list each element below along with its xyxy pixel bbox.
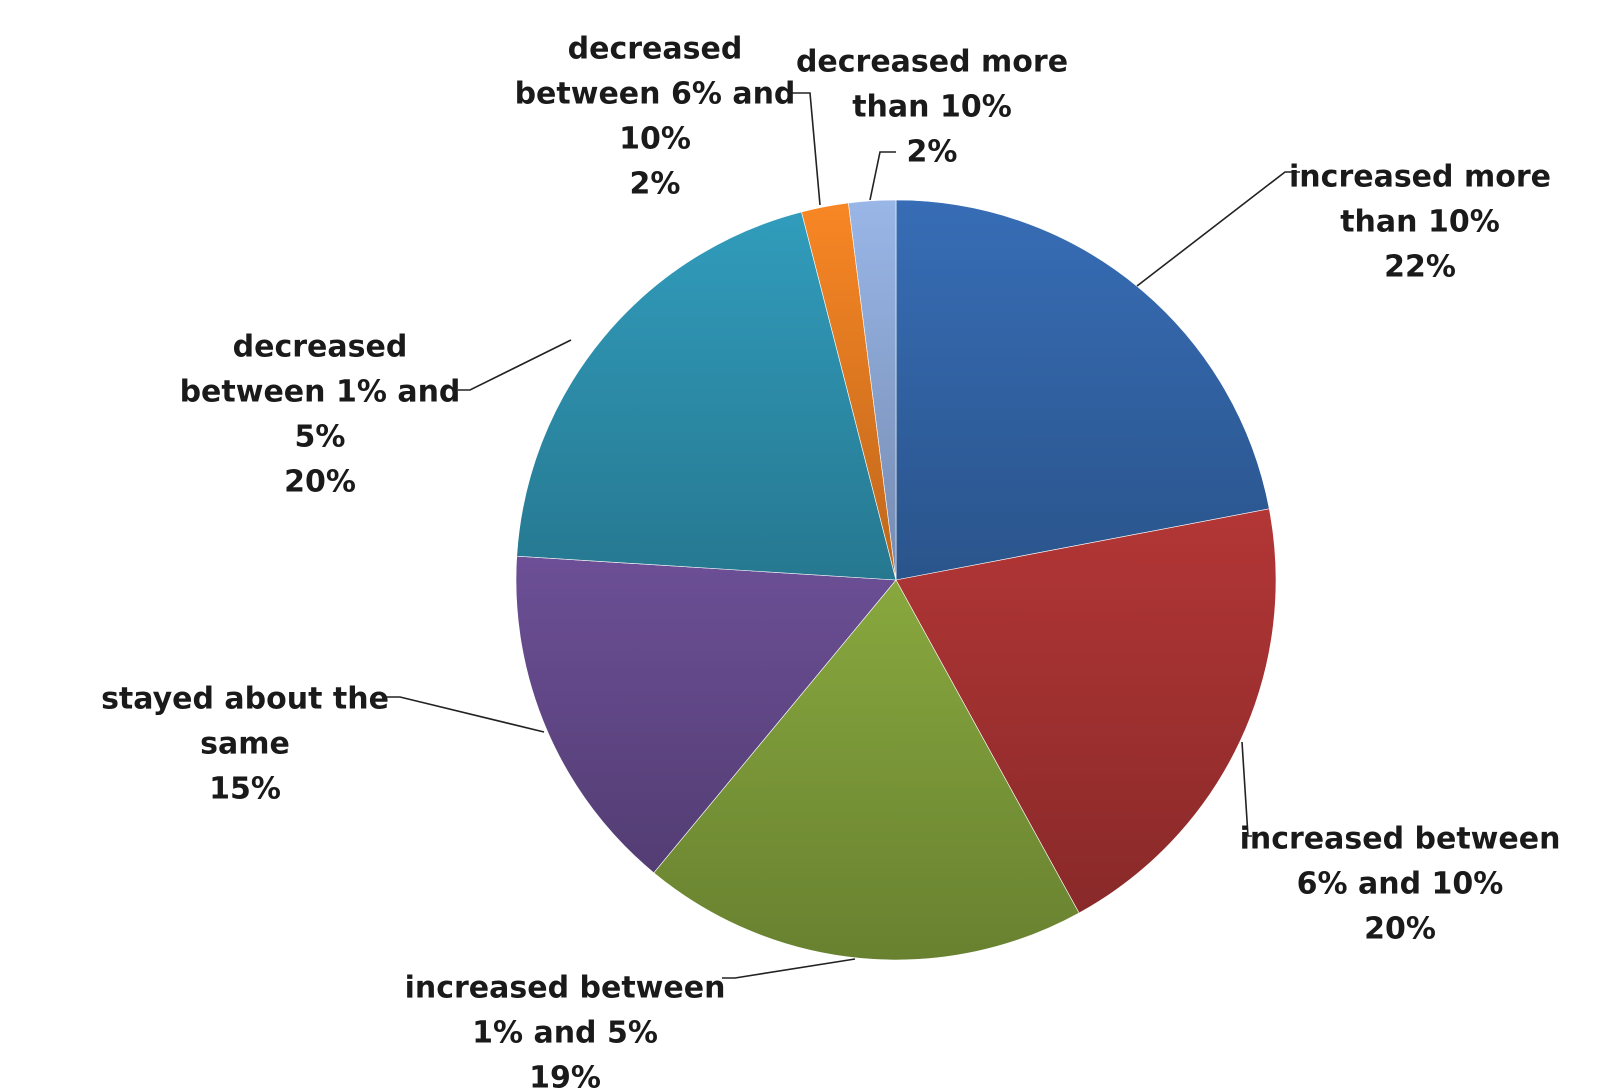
slice-value-label: 20% (1364, 912, 1436, 947)
slice-category-label: decreased (233, 330, 408, 365)
slice-category-label: than 10% (1340, 205, 1500, 240)
slice-category-label: increased between (1240, 822, 1561, 857)
pie-slice-1 (895, 199, 1270, 581)
slice-category-label: increased more (1289, 160, 1551, 195)
slice-category-label: between 6% and (515, 77, 796, 112)
slice-value-label: 22% (1384, 250, 1456, 285)
leader-line-4 (386, 696, 545, 733)
slice-category-label: 5% (295, 420, 346, 455)
slice-value-label: 19% (529, 1061, 601, 1089)
leader-line-7 (869, 151, 896, 201)
pie-slice-5 (516, 211, 897, 581)
slice-category-label: 1% and 5% (472, 1016, 658, 1051)
slice-category-label: 10% (619, 122, 691, 157)
leader-line-3 (722, 958, 856, 979)
slice-category-label: increased between (405, 971, 726, 1006)
slice-category-label: decreased more (796, 45, 1068, 80)
slice-category-label: than 10% (852, 90, 1012, 125)
slice-label-7: decreased more than 10% 2% (796, 45, 1068, 170)
slice-category-label: 6% and 10% (1297, 867, 1504, 902)
slice-value-label: 20% (284, 465, 356, 500)
slice-category-label: same (200, 727, 290, 762)
slice-value-label: 15% (209, 772, 281, 807)
slice-category-label: decreased (568, 32, 743, 67)
leader-lines (386, 92, 1300, 979)
slice-value-label: 2% (630, 167, 681, 202)
pie-slice-7 (848, 199, 897, 581)
slice-label-6: decreased between 6% and 10% 2% (515, 32, 796, 202)
slice-category-label: stayed about the (101, 682, 389, 717)
slice-label-3: increased between 1% and 5% 19% (405, 971, 726, 1089)
slice-label-5: decreased between 1% and 5% 20% (180, 330, 461, 500)
leader-line-2 (1241, 741, 1252, 837)
slice-labels: increased more than 10% 22% increased betwe… (101, 32, 1560, 1089)
slice-category-label: between 1% and (180, 375, 461, 410)
leader-line-5 (458, 339, 572, 391)
slice-label-4: stayed about the same 15% (101, 682, 389, 807)
pie-slice-2 (895, 508, 1277, 914)
slice-label-1: increased more than 10% 22% (1289, 160, 1551, 285)
pie-slice-4 (515, 555, 897, 874)
pie-slice-3 (653, 579, 1080, 961)
pie-slices (515, 199, 1277, 961)
slice-value-label: 2% (907, 135, 958, 170)
slice-label-2: increased between 6% and 10% 20% (1240, 822, 1561, 947)
leader-line-6 (792, 92, 821, 206)
leader-line-1 (1136, 171, 1300, 287)
